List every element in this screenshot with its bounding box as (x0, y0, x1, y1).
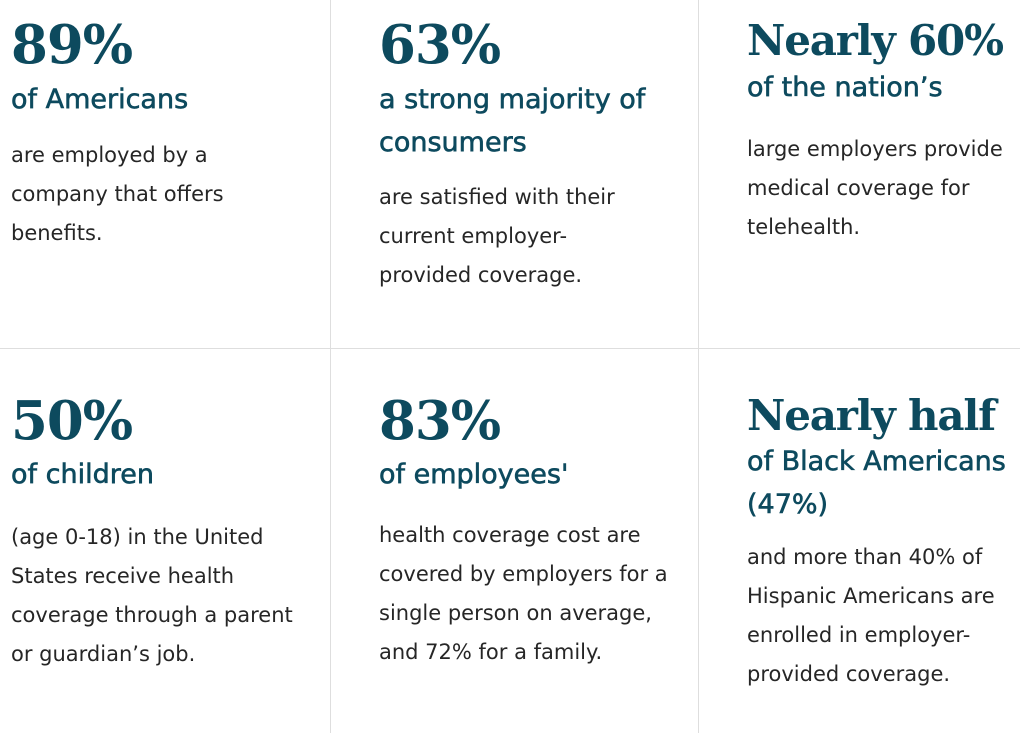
stat-card-americans-employed: 89% of Americans are employed by a compa… (0, 0, 330, 348)
stat-subhead: of Black Americans (47%) (747, 446, 1006, 521)
stat-headline: Nearly half (747, 391, 996, 440)
stat-subhead: of Americans (11, 84, 189, 116)
stat-body: large employers provide medical coverage… (747, 137, 1003, 239)
stat-card-children-coverage: 50% of children (age 0-18) in the United… (0, 348, 330, 733)
stat-body: health coverage cost are covered by empl… (379, 523, 668, 664)
stat-card-consumers-satisfied: 63% a strong majority of consumers are s… (330, 0, 698, 348)
stat-subhead: of children (11, 459, 155, 491)
stat-card-employee-cost-covered: 83% of employees' health coverage cost a… (330, 348, 698, 733)
stat-body: are employed by a company that offers be… (11, 143, 224, 245)
stat-subhead: of the nation’s (747, 72, 943, 104)
stat-body: and more than 40% of Hispanic Americans … (747, 545, 995, 686)
stat-headline: Nearly 60% (747, 16, 1004, 65)
stat-body: (age 0-18) in the United States receive … (11, 525, 293, 666)
stat-subhead: a strong majority of consumers (379, 84, 646, 159)
stat-card-large-employers-telehealth: Nearly 60% of the nation’s large employe… (698, 0, 1020, 348)
stat-headline: 89% (11, 14, 133, 76)
stat-headline: 63% (379, 14, 501, 76)
stat-body: are satisfied with their current employe… (379, 185, 615, 287)
stat-headline: 50% (11, 390, 133, 452)
stat-card-minority-enrollment: Nearly half of Black Americans (47%) and… (698, 348, 1020, 733)
stat-headline: 83% (379, 390, 501, 452)
stat-subhead: of employees' (379, 459, 569, 491)
